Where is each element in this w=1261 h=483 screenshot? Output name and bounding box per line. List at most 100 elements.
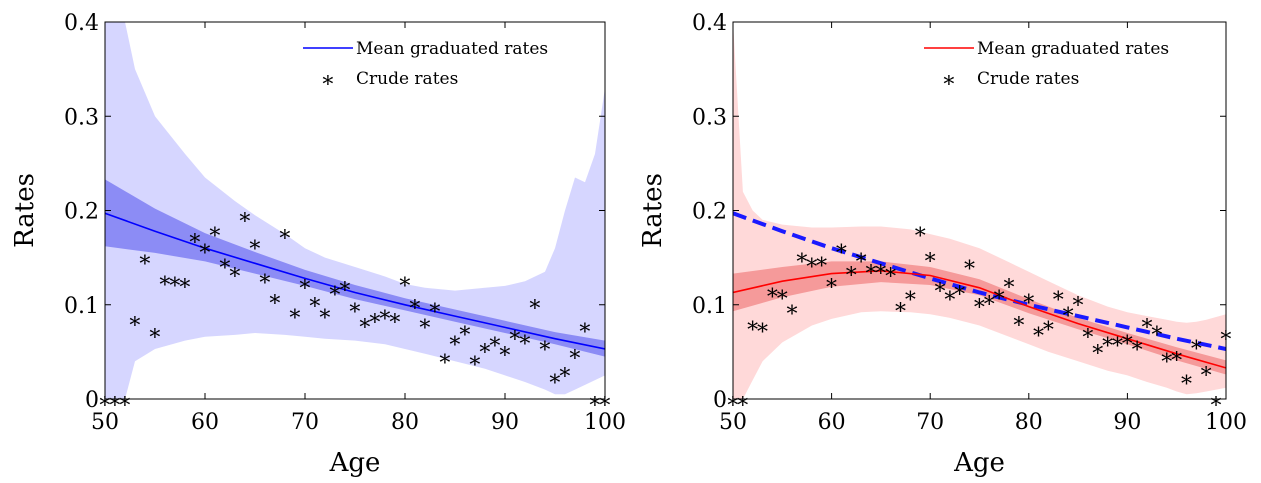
crude-rate-point: ∗ <box>318 301 333 326</box>
crude-rate-point: ∗ <box>528 292 543 317</box>
crude-rate-point: ∗ <box>982 288 997 313</box>
crude-rate-point: ∗ <box>933 275 948 300</box>
crude-rate-point: ∗ <box>438 347 453 372</box>
x-tick-label: 70 <box>916 410 944 435</box>
y-tick-label: 0.2 <box>64 200 99 225</box>
x-tick-label: 50 <box>719 410 747 435</box>
crude-rate-point: ∗ <box>148 321 163 346</box>
crude-rate-point: ∗ <box>785 298 800 323</box>
crude-rate-point: ∗ <box>208 219 223 244</box>
plot-area <box>733 22 1226 399</box>
legend-marker-swatch: ∗ <box>942 68 957 93</box>
crude-rate-point: ∗ <box>795 246 810 271</box>
crude-rate-point: ∗ <box>1041 314 1056 339</box>
crude-rate-point: ∗ <box>755 315 770 340</box>
crude-rate-point: ∗ <box>398 269 413 294</box>
legend-label: Mean graduated rates <box>356 39 548 59</box>
crude-rate-point: ∗ <box>558 360 573 385</box>
crude-rate-point: ∗ <box>218 251 233 276</box>
crude-rate-point: ∗ <box>458 318 473 343</box>
crude-rate-point: ∗ <box>814 250 829 275</box>
crude-rate-point: ∗ <box>388 306 403 331</box>
crude-rate-point: ∗ <box>903 283 918 308</box>
crude-rate-point: ∗ <box>118 389 133 414</box>
crude-rate-point: ∗ <box>952 278 967 303</box>
crude-rate-point: ∗ <box>1179 367 1194 392</box>
x-tick-label: 100 <box>584 410 626 435</box>
crude-rate-point: ∗ <box>1209 389 1224 414</box>
crude-rate-point: ∗ <box>824 271 839 296</box>
crude-rate-point: ∗ <box>158 268 173 293</box>
crude-rate-point: ∗ <box>518 328 533 353</box>
crude-rate-point: ∗ <box>1021 286 1036 311</box>
crude-rate-point: ∗ <box>854 246 869 271</box>
crude-rate-point: ∗ <box>1061 299 1076 324</box>
x-tick-label: 80 <box>1015 410 1043 435</box>
crude-rate-point: ∗ <box>873 257 888 282</box>
y-tick-label: 0.2 <box>692 200 727 225</box>
legend-label: Crude rates <box>977 69 1079 89</box>
crude-rate-point: ∗ <box>468 348 483 373</box>
crude-rate-point: ∗ <box>448 329 463 354</box>
crude-rate-point: ∗ <box>428 296 443 321</box>
y-tick-label: 0.1 <box>692 294 727 319</box>
crude-rate-point: ∗ <box>228 260 243 285</box>
crude-rate-point: ∗ <box>178 271 193 296</box>
x-tick-label: 60 <box>818 410 846 435</box>
y-tick-label: 0.3 <box>692 105 727 130</box>
y-tick-label: 0.3 <box>64 105 99 130</box>
crude-rate-point: ∗ <box>128 309 143 334</box>
legend: Mean graduated rates ∗ Crude rates <box>924 39 1169 93</box>
crude-rate-point: ∗ <box>1130 333 1145 358</box>
crude-rate-point: ∗ <box>1002 271 1017 296</box>
mean-graduated-line <box>105 212 605 350</box>
crude-rate-point: ∗ <box>288 301 303 326</box>
crude-rate-point: ∗ <box>1031 319 1046 344</box>
crude-rate-point: ∗ <box>913 219 928 244</box>
crude-rate-point: ∗ <box>726 389 741 414</box>
crude-rate-point: ∗ <box>1100 330 1115 355</box>
crude-rate-point: ∗ <box>1169 344 1184 369</box>
crude-rate-point: ∗ <box>804 250 819 275</box>
crude-rate-point: ∗ <box>1140 311 1155 336</box>
y-axis-label: Rates <box>638 173 668 248</box>
crude-rate-point: ∗ <box>278 222 293 247</box>
crude-rate-point: ∗ <box>578 315 593 340</box>
crude-rate-point: ∗ <box>248 233 263 258</box>
x-axis-label: Age <box>329 448 381 478</box>
crude-rate-point: ∗ <box>864 257 879 282</box>
y-tick-label: 0 <box>85 388 99 413</box>
crude-rate-point: ∗ <box>745 314 760 339</box>
crude-rate-point: ∗ <box>1090 337 1105 362</box>
crude-rate-point: ∗ <box>923 245 938 270</box>
crude-rate-point: ∗ <box>548 366 563 391</box>
legend-label: Crude rates <box>356 69 458 89</box>
outer-credible-band <box>733 22 1226 399</box>
crude-rate-point: ∗ <box>1110 330 1125 355</box>
crude-rate-point: ∗ <box>508 323 523 348</box>
crude-rate-point: ∗ <box>1120 328 1135 353</box>
crude-rate-point: ∗ <box>1199 359 1214 384</box>
crude-rate-point: ∗ <box>1150 318 1165 343</box>
crude-rate-point: ∗ <box>1080 321 1095 346</box>
crude-rate-point: ∗ <box>298 272 313 297</box>
x-tick-label: 50 <box>91 410 119 435</box>
crude-rate-point: ∗ <box>188 226 203 251</box>
crude-rate-point: ∗ <box>893 295 908 320</box>
crude-rate-point: ∗ <box>1051 283 1066 308</box>
crude-rate-point: ∗ <box>368 306 383 331</box>
crude-rate-point: ∗ <box>418 312 433 337</box>
y-tick-label: 0.4 <box>64 11 99 36</box>
right-chart: ∗∗∗∗∗∗∗∗∗∗∗∗∗∗∗∗∗∗∗∗∗∗∗∗∗∗∗∗∗∗∗∗∗∗∗∗∗∗∗∗… <box>638 11 1247 478</box>
crude-rate-point: ∗ <box>328 279 343 304</box>
crude-rate-point: ∗ <box>258 266 273 291</box>
crude-rate-point: ∗ <box>844 259 859 284</box>
mean-graduated-line <box>733 269 1226 369</box>
crude-rate-point: ∗ <box>488 330 503 355</box>
crude-rate-point: ∗ <box>358 311 373 336</box>
legend: Mean graduated rates ∗ Crude rates <box>303 39 548 93</box>
crude-rate-point: ∗ <box>588 389 603 414</box>
crude-rate-point: ∗ <box>238 205 253 230</box>
crude-rate-point: ∗ <box>1189 332 1204 357</box>
